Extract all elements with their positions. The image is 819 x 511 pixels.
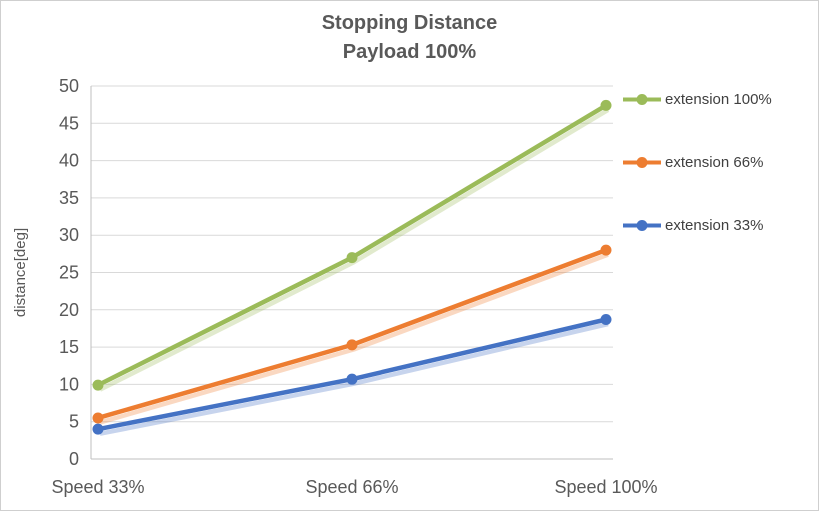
x-tick-label: Speed 33%	[51, 477, 144, 497]
y-tick-label: 10	[59, 374, 79, 394]
series-marker	[600, 244, 612, 256]
y-tick-label: 25	[59, 263, 79, 283]
chart-title: Stopping Distance Payload 100%	[1, 9, 818, 67]
legend-item: extension 100%	[622, 91, 772, 108]
series-marker	[600, 99, 612, 111]
x-tick-label: Speed 66%	[305, 477, 398, 497]
series-marker	[92, 379, 104, 391]
series-marker	[92, 412, 104, 424]
y-tick-label: 15	[59, 337, 79, 357]
legend-label: extension 66%	[665, 154, 764, 171]
legend-item: extension 33%	[622, 217, 772, 234]
legend-label: extension 100%	[665, 91, 772, 108]
series-marker	[92, 423, 104, 435]
y-tick-label: 50	[59, 76, 79, 96]
x-tick-label: Speed 100%	[554, 477, 657, 497]
y-tick-label: 30	[59, 225, 79, 245]
y-axis-title: distance[deg]	[12, 228, 29, 317]
series-line	[95, 247, 609, 421]
y-tick-label: 35	[59, 188, 79, 208]
y-tick-label: 5	[69, 412, 79, 432]
y-tick-label: 0	[69, 449, 79, 469]
legend-marker	[623, 220, 661, 231]
y-tick-label: 45	[59, 113, 79, 133]
legend: extension 100% extension 66% extension 33%	[622, 91, 772, 234]
y-tick-label: 40	[59, 151, 79, 171]
legend-label: extension 33%	[665, 217, 764, 234]
chart-title-line2: Payload 100%	[342, 41, 477, 63]
legend-marker	[623, 94, 661, 105]
legend-item: extension 66%	[622, 154, 772, 171]
series-marker	[346, 252, 358, 264]
series-marker	[600, 313, 612, 325]
chart-title-line1: Stopping Distance	[321, 12, 498, 34]
legend-marker	[623, 157, 661, 168]
y-tick-label: 20	[59, 300, 79, 320]
series-marker	[346, 339, 358, 351]
series-marker	[346, 373, 358, 385]
